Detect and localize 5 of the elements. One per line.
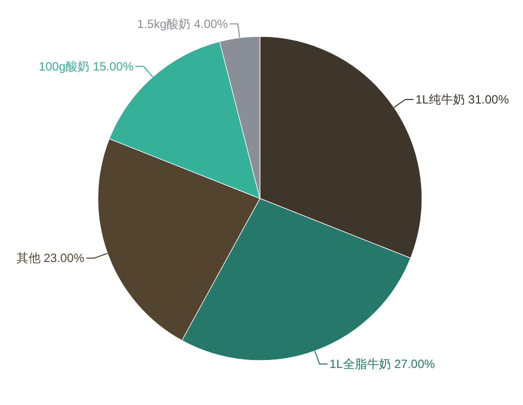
slice-label: 100g酸奶 15.00%	[38, 59, 134, 74]
slice-label: 其他 23.00%	[16, 251, 85, 266]
slice-label: 1.5kg酸奶 4.00%	[137, 16, 228, 31]
slice-label: 1L全脂牛奶 27.00%	[330, 357, 436, 372]
slice-label: 1L纯牛奶 31.00%	[415, 92, 510, 107]
